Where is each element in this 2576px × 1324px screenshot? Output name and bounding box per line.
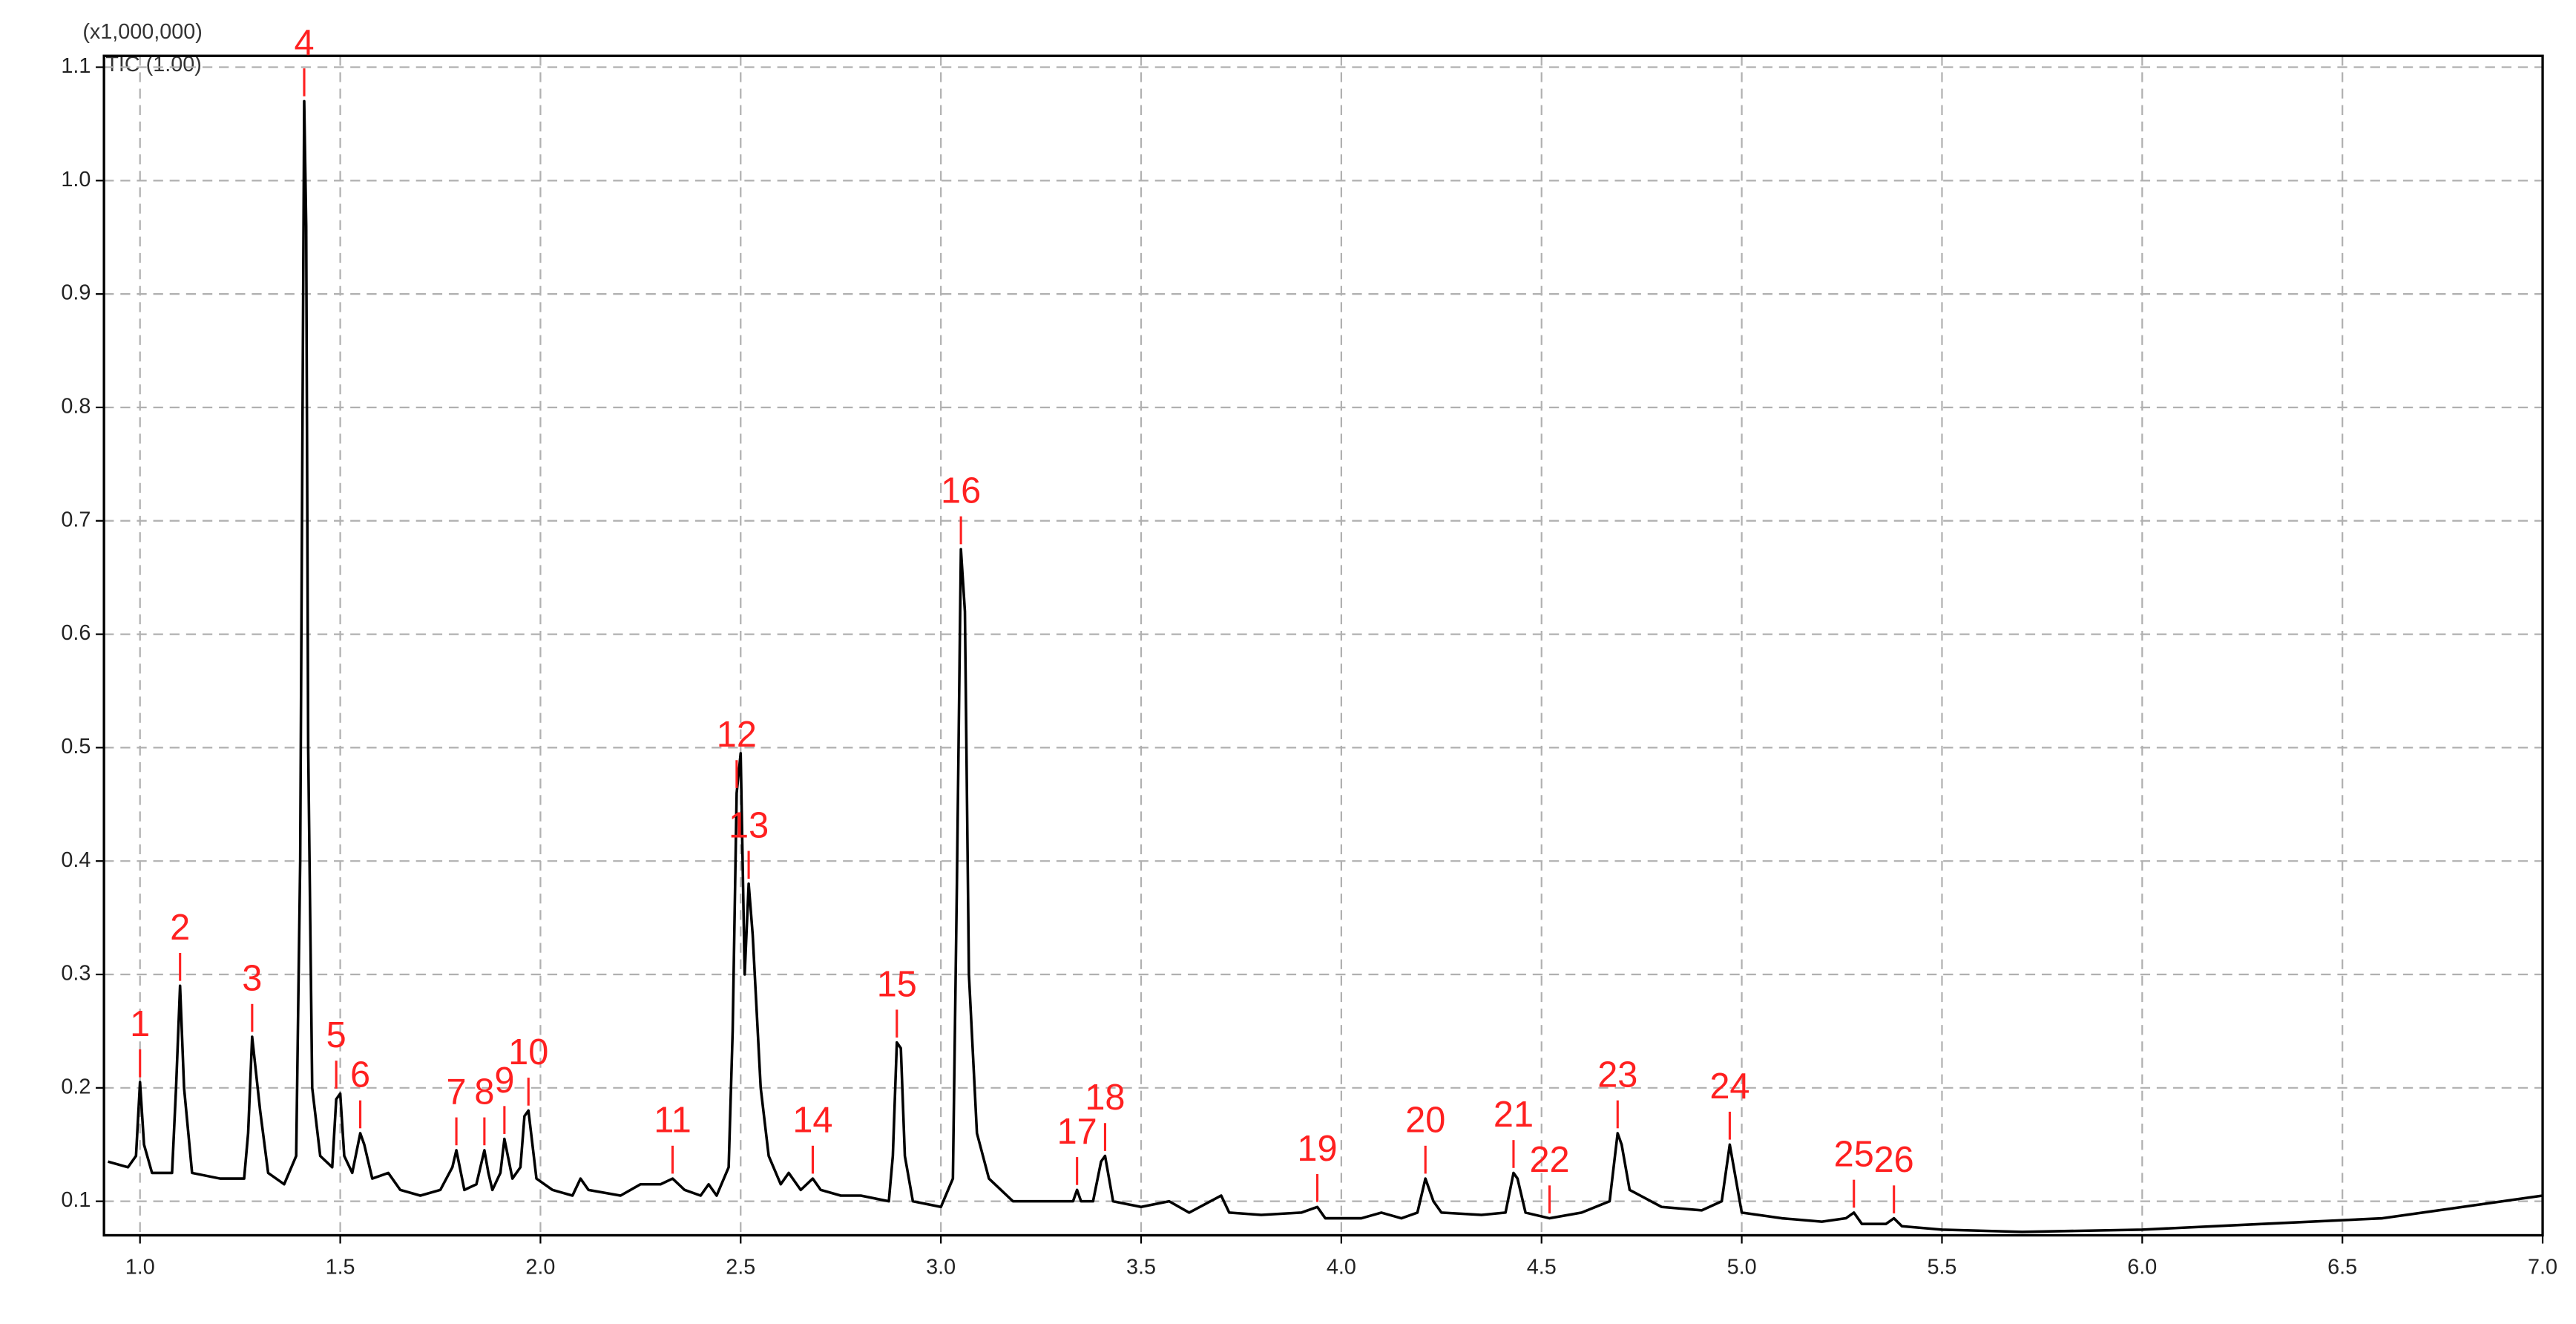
annotation-label: 22 — [1529, 1140, 1569, 1180]
y-tick-label: 0.7 — [61, 508, 91, 531]
annotation-label: 23 — [1597, 1055, 1637, 1095]
y-tick-label: 0.9 — [61, 281, 91, 305]
y-tick-label: 0.3 — [61, 962, 91, 986]
plot-frame — [102, 54, 2544, 1237]
annotation-label: 18 — [1085, 1078, 1125, 1118]
y-tick-label: 0.6 — [61, 621, 91, 645]
annotation-label: 15 — [877, 964, 917, 1004]
x-tick-label: 4.5 — [1527, 1255, 1557, 1279]
y-tick-label: 0.2 — [61, 1075, 91, 1098]
x-tick-label: 2.0 — [525, 1255, 555, 1279]
annotation-label: 20 — [1405, 1101, 1445, 1141]
annotation-label: 21 — [1494, 1095, 1534, 1135]
x-tick-label: 2.5 — [726, 1255, 755, 1279]
x-tick-label: 3.0 — [926, 1255, 956, 1279]
annotation-label: 5 — [326, 1015, 346, 1055]
annotation-label: 4 — [294, 23, 314, 63]
x-tick-label: 6.0 — [2127, 1255, 2157, 1279]
annotation-label: 3 — [242, 959, 262, 999]
annotation-label: 16 — [941, 471, 981, 511]
x-tick-label: 7.0 — [2528, 1255, 2557, 1279]
annotation-label: 9 — [494, 1061, 514, 1101]
annotation-label: 12 — [717, 715, 757, 755]
x-tick-label: 5.0 — [1727, 1255, 1757, 1279]
annotation-label: 24 — [1709, 1066, 1749, 1107]
annotation-label: 7 — [447, 1072, 467, 1112]
x-tick-label: 3.5 — [1126, 1255, 1156, 1279]
x-tick-label: 4.0 — [1327, 1255, 1356, 1279]
annotation-label: 26 — [1874, 1140, 1914, 1180]
annotation-label: 6 — [350, 1055, 370, 1095]
annotation-label: 13 — [729, 805, 769, 845]
y-tick-label: 0.5 — [61, 735, 91, 758]
annotation-label: 8 — [474, 1072, 494, 1112]
x-tick-label: 6.5 — [2327, 1255, 2357, 1279]
x-tick-label: 1.0 — [125, 1255, 155, 1279]
annotation-label: 1 — [130, 1004, 150, 1044]
annotation-label: 11 — [654, 1101, 691, 1141]
x-tick-label: 1.5 — [326, 1255, 355, 1279]
annotation-label: 19 — [1297, 1129, 1337, 1169]
y-tick-label: 0.4 — [61, 848, 91, 872]
annotation-label: 14 — [792, 1101, 832, 1141]
x-tick-label: 5.5 — [1927, 1255, 1956, 1279]
y-tick-label: 1.0 — [61, 168, 91, 191]
trace-line — [108, 99, 2543, 1233]
y-tick-label: 0.1 — [61, 1188, 91, 1212]
multiplier: (x1,000,000) — [82, 20, 203, 44]
annotation-label: 10 — [508, 1032, 548, 1072]
annotation-label: 2 — [170, 908, 190, 948]
annotation-label: 25 — [1834, 1135, 1874, 1175]
y-tick-label: 1.1 — [61, 54, 91, 78]
y-tick-label: 0.8 — [61, 395, 91, 419]
annotation-label: 17 — [1057, 1112, 1097, 1152]
